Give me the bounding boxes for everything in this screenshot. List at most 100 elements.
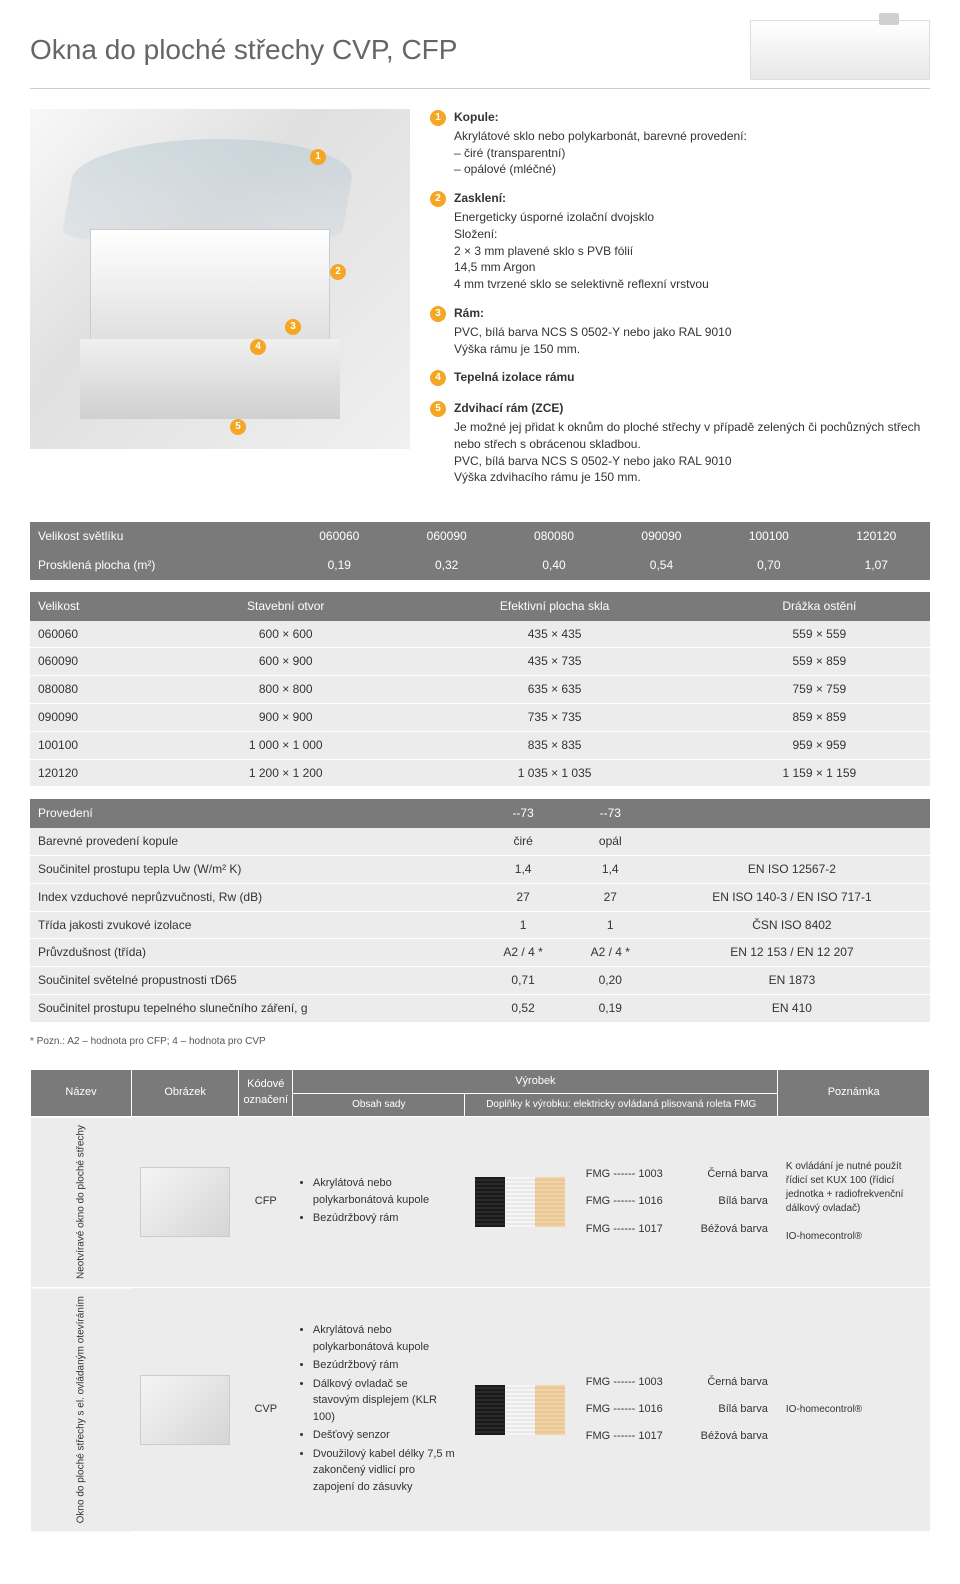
table-cell: 060090 <box>393 522 500 551</box>
table-row-label: Prosklená plocha (m²) <box>30 551 286 580</box>
table-cell: 120120 <box>823 522 930 551</box>
table-cell: 435 × 735 <box>401 648 709 676</box>
table-cell: 600 × 600 <box>171 621 401 648</box>
table-header: Velikost <box>30 592 171 621</box>
table-cell: --73 <box>567 799 654 828</box>
table-row-label: Průvzdušnost (třída) <box>30 939 480 967</box>
page-header: Okna do ploché střechy CVP, CFP <box>30 20 930 89</box>
table-cell: 1,07 <box>823 551 930 580</box>
footnote: * Pozn.: A2 – hodnota pro CFP; 4 – hodno… <box>30 1035 930 1049</box>
callout-body: Zdvihací rám (ZCE)Je možné jej přidat k … <box>454 400 930 486</box>
product-image-cell <box>132 1117 239 1288</box>
table-cell: čiré <box>480 828 567 855</box>
table-cell: 27 <box>567 883 654 911</box>
table-row-label: Provedení <box>30 799 480 828</box>
callout-item: 3Rám:PVC, bílá barva NCS S 0502-Y nebo j… <box>430 305 930 357</box>
table-cell: 759 × 759 <box>709 676 930 704</box>
table-cell: 100100 <box>715 522 822 551</box>
product-vertical-label: Neotvíravé okno do ploché střechy <box>31 1117 132 1288</box>
table-cell: A2 / 4 * <box>480 939 567 967</box>
callout-badge: 5 <box>430 401 446 417</box>
table-cell <box>654 828 930 855</box>
table-cell: 1 200 × 1 200 <box>171 759 401 787</box>
table-cell: A2 / 4 * <box>567 939 654 967</box>
table-row-label: Součinitel prostupu tepla Uᴡ (W/m² K) <box>30 855 480 883</box>
table-cell: --73 <box>480 799 567 828</box>
callout-body: Tepelná izolace rámu <box>454 369 575 388</box>
swatch-cell <box>465 1117 576 1288</box>
table-cell: 959 × 959 <box>709 731 930 759</box>
table-cell: 0,32 <box>393 551 500 580</box>
callout-body: Zasklení:Energeticky úsporné izolační dv… <box>454 190 709 293</box>
header-product-image <box>750 20 930 80</box>
callout-item: 5 Zdvihací rám (ZCE)Je možné jej přidat k… <box>430 400 930 486</box>
callout-badge: 1 <box>430 110 446 126</box>
product-note: K ovládání je nutné použít řídicí set KU… <box>778 1117 930 1288</box>
table-cell: ČSN ISO 8402 <box>654 911 930 939</box>
diagram-badge-1: 1 <box>310 149 326 165</box>
table-cell: 0,71 <box>480 967 567 995</box>
table-cell: 859 × 859 <box>709 703 930 731</box>
table-cell: 0,52 <box>480 994 567 1022</box>
product-contents: Akrylátová nebo polykarbonátová kupoleBe… <box>293 1288 465 1532</box>
table-cell: 900 × 900 <box>171 703 401 731</box>
table-cell: 835 × 835 <box>401 731 709 759</box>
table-cell: 735 × 735 <box>401 703 709 731</box>
callout-badge: 2 <box>430 191 446 207</box>
table-row-label: Třída jakosti zvukové izolace <box>30 911 480 939</box>
table-cell: 060060 <box>286 522 393 551</box>
table-cell: 0,70 <box>715 551 822 580</box>
table-cell: EN ISO 140-3 / EN ISO 717-1 <box>654 883 930 911</box>
callout-list: 1 Kopule:Akrylátové sklo nebo polykarboná… <box>430 109 930 498</box>
table-cell: 0,54 <box>608 551 715 580</box>
table-cell: 1,4 <box>480 855 567 883</box>
table-header: Stavební otvor <box>171 592 401 621</box>
table-cell: EN ISO 12567-2 <box>654 855 930 883</box>
callout-item: 4 Tepelná izolace rámu <box>430 369 930 388</box>
table-cell: opál <box>567 828 654 855</box>
table-cell: 0,40 <box>500 551 607 580</box>
table-cell: 1 <box>480 911 567 939</box>
fmg-codes: FMG ------ 1003Černá barvaFMG ------ 101… <box>576 1117 778 1288</box>
table-cell: 635 × 635 <box>401 676 709 704</box>
table-cell: 800 × 800 <box>171 676 401 704</box>
table-row-label: Barevné provedení kopule <box>30 828 480 855</box>
table-cell: 1,4 <box>567 855 654 883</box>
table-cell: 060060 <box>30 621 171 648</box>
table-cell: 600 × 900 <box>171 648 401 676</box>
table-cell: 1 159 × 1 159 <box>709 759 930 787</box>
table-cell: EN 12 153 / EN 12 207 <box>654 939 930 967</box>
table-cell: 100100 <box>30 731 171 759</box>
diagram-badge-4: 4 <box>250 339 266 355</box>
table-cell: 080080 <box>500 522 607 551</box>
table-cell: 559 × 559 <box>709 621 930 648</box>
table-cell: 1 000 × 1 000 <box>171 731 401 759</box>
callout-body: Kopule:Akrylátové sklo nebo polykarbonát… <box>454 109 747 178</box>
table-row-label: Velikost světlíku <box>30 522 286 551</box>
table-row-label: Součinitel světelné propustnosti τD65 <box>30 967 480 995</box>
table-cell: EN 1873 <box>654 967 930 995</box>
table-cell: 080080 <box>30 676 171 704</box>
diagram-badge-5: 5 <box>230 419 246 435</box>
table-cell: 0,20 <box>567 967 654 995</box>
table-cell: 559 × 859 <box>709 648 930 676</box>
cross-section-diagram: 1 2 3 4 5 <box>30 109 410 449</box>
product-vertical-label: Okno do ploché střechy s el. ovládaným o… <box>31 1288 132 1532</box>
table-cell: 0,19 <box>286 551 393 580</box>
product-contents: Akrylátová nebo polykarbonátová kupoleBe… <box>293 1117 465 1288</box>
product-code: CFP <box>239 1117 293 1288</box>
page-title: Okna do ploché střechy CVP, CFP <box>30 30 457 69</box>
product-table: NázevObrázekKódovéoznačeníVýrobekPoznámk… <box>30 1069 930 1533</box>
table-cell: 120120 <box>30 759 171 787</box>
table-row-label: Index vzduchové neprůzvučnosti, Rᴡ (dB) <box>30 883 480 911</box>
table-header: Efektivní plocha skla <box>401 592 709 621</box>
table-header: Drážka ostění <box>709 592 930 621</box>
product-note: IO-homecontrol® <box>778 1288 930 1532</box>
table-cell: EN 410 <box>654 994 930 1022</box>
table-cell: 0,19 <box>567 994 654 1022</box>
callout-badge: 4 <box>430 370 446 386</box>
table-cell: 090090 <box>608 522 715 551</box>
swatch-cell <box>465 1288 576 1532</box>
table-cell: 090090 <box>30 703 171 731</box>
diagram-badge-3: 3 <box>285 319 301 335</box>
